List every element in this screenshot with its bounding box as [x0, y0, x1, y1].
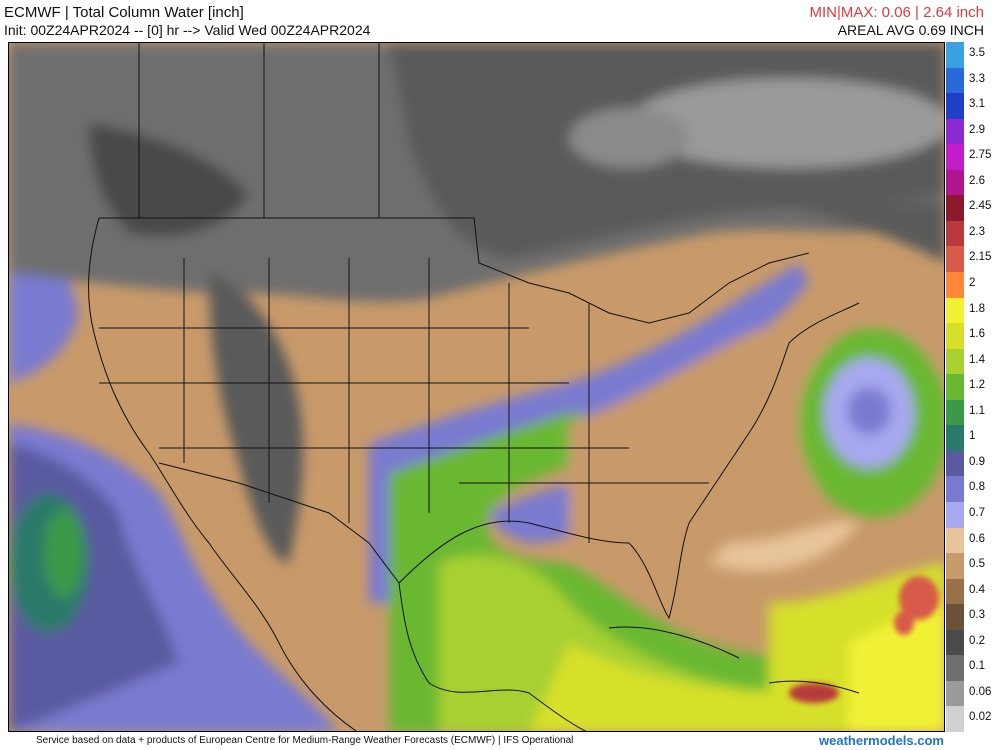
legend-swatch: [946, 655, 964, 681]
legend-level: 2.9: [946, 118, 1000, 145]
legend-level: 0.6: [946, 527, 1000, 554]
color-scale-legend: 3.5 3.3 3.1 2.9 2.75 2.6 2.45 2.3 2.15 2 1.8 1.6 1.4…: [946, 42, 1000, 732]
legend-level: 0.06: [946, 680, 1000, 707]
legend-label: 2.75: [969, 149, 992, 162]
legend-swatch: [946, 297, 964, 324]
legend-label: 2.6: [969, 174, 985, 187]
legend-level: 0.1: [946, 655, 1000, 681]
high-moisture-spots: [789, 576, 939, 703]
legend-swatch: [946, 272, 964, 298]
legend-label: 2.45: [969, 200, 992, 213]
legend-label: 0.8: [969, 481, 985, 494]
legend-label: 0.06: [969, 685, 992, 698]
legend-swatch: [946, 399, 964, 426]
legend-swatch: [946, 374, 964, 400]
legend-label: 2: [969, 277, 976, 289]
legend-swatch: [946, 246, 964, 272]
legend-level: 0.02: [946, 706, 1000, 732]
legend-label: 1.1: [969, 404, 985, 417]
legend-label: 0.6: [969, 532, 985, 545]
legend-level: 1.2: [946, 374, 1000, 400]
map-title: ECMWF | Total Column Water [inch]: [4, 4, 244, 21]
legend-label: 1.6: [969, 328, 985, 341]
legend-swatch: [946, 118, 964, 145]
legend-label: 2.9: [969, 123, 985, 136]
legend-level: 1.6: [946, 323, 1000, 349]
legend-label: 0.7: [969, 507, 985, 519]
legend-level: 2.75: [946, 144, 1000, 170]
legend-level: 0.3: [946, 604, 1000, 630]
legend-swatch: [946, 220, 964, 247]
areal-average-readout: AREAL AVG 0.69 INCH: [837, 22, 984, 38]
legend-level: 3.1: [946, 93, 1000, 119]
legend-label: 3.5: [969, 47, 985, 59]
legend-label: 0.1: [969, 660, 985, 673]
legend-level: 0.2: [946, 629, 1000, 656]
legend-swatch: [946, 502, 964, 528]
legend-level: 2.3: [946, 220, 1000, 247]
legend-level: 2.45: [946, 195, 1000, 221]
legend-label: 0.3: [969, 609, 985, 622]
legend-level: 1: [946, 425, 1000, 451]
init-valid-time: Init: 00Z24APR2024 -- [0] hr --> Valid W…: [4, 22, 371, 38]
legend-swatch: [946, 553, 964, 579]
brand-link[interactable]: weathermodels.com: [819, 733, 944, 748]
legend-swatch: [946, 680, 964, 707]
legend-label: 2.3: [969, 225, 985, 238]
header-left: ECMWF | Total Column Water [inch] Init: …: [4, 4, 370, 39]
legend-swatch: [946, 450, 964, 477]
legend-level: 3.3: [946, 67, 1000, 94]
precipitable-water-map[interactable]: [8, 42, 945, 732]
map-canvas: [9, 43, 944, 731]
legend-label: 3.1: [969, 98, 985, 111]
legend-swatch: [946, 706, 964, 732]
legend-label: 3.3: [969, 72, 985, 85]
legend-swatch: [946, 604, 964, 630]
legend-level: 2.15: [946, 246, 1000, 272]
legend-label: 0.2: [969, 634, 985, 647]
legend-swatch: [946, 578, 964, 605]
legend-level: 1.1: [946, 399, 1000, 426]
legend-swatch: [946, 195, 964, 221]
legend-label: 0.4: [969, 583, 985, 596]
legend-swatch: [946, 527, 964, 554]
legend-label: 1.2: [969, 379, 985, 392]
legend-level: 0.9: [946, 450, 1000, 477]
legend-level: 3.5: [946, 42, 1000, 68]
legend-level: 0.4: [946, 578, 1000, 605]
legend-label: 0.9: [969, 455, 985, 468]
legend-label: 2.15: [969, 251, 992, 264]
legend-label: 1.8: [969, 302, 985, 315]
legend-label: 0.5: [969, 558, 985, 571]
legend-swatch: [946, 144, 964, 170]
legend-level: 1.4: [946, 348, 1000, 375]
min-max-readout: MIN|MAX: 0.06 | 2.64 inch: [809, 4, 984, 21]
legend-level: 2.6: [946, 169, 1000, 196]
legend-swatch: [946, 67, 964, 94]
legend-swatch: [946, 93, 964, 119]
legend-label: 1: [969, 430, 976, 443]
legend-swatch: [946, 323, 964, 349]
legend-swatch: [946, 348, 964, 375]
legend-label: 1.4: [969, 353, 985, 366]
legend-swatch: [946, 476, 964, 502]
legend-level: 1.8: [946, 297, 1000, 324]
legend-level: 2: [946, 272, 1000, 298]
legend-swatch: [946, 42, 964, 68]
data-credit: Service based on data + products of Euro…: [36, 735, 574, 746]
legend-level: 0.7: [946, 502, 1000, 528]
legend-level: 0.5: [946, 553, 1000, 579]
legend-swatch: [946, 169, 964, 196]
legend-level: 0.8: [946, 476, 1000, 502]
header-right: MIN|MAX: 0.06 | 2.64 inch AREAL AVG 0.69…: [809, 4, 984, 39]
political-boundaries: [88, 43, 860, 731]
legend-swatch: [946, 629, 964, 656]
legend-swatch: [946, 425, 964, 451]
legend-label: 0.02: [969, 711, 992, 724]
